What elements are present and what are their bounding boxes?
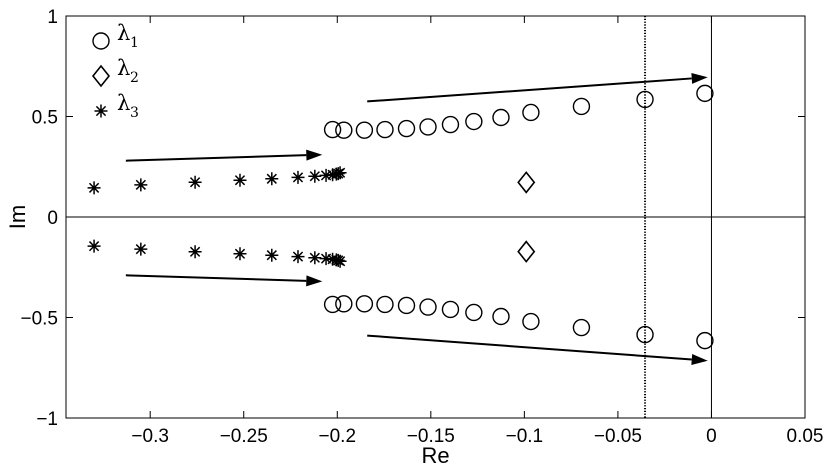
diamond-point	[517, 240, 536, 263]
x-tick-label: −0.05	[594, 426, 642, 447]
legend-symbol: λ	[117, 21, 130, 45]
legend-marker-diamond	[91, 64, 111, 88]
y-axis-label: Im	[5, 205, 30, 229]
circle-point	[335, 295, 353, 313]
x-tick-label: −0.1	[506, 426, 544, 447]
asterisk-point	[188, 245, 202, 259]
legend-subscript: 2	[130, 70, 139, 86]
x-tick-label: −0.25	[220, 426, 268, 447]
circle-point	[522, 312, 540, 331]
circle-point	[397, 296, 416, 315]
y-tick-label: 1	[47, 7, 58, 28]
circle-point	[492, 307, 510, 326]
trajectory-arrows	[125, 72, 708, 366]
circle-point	[323, 120, 342, 139]
axis-ticks: −0.3 −0.25 −0.2 −0.15 −0.1 −0.05 0 0.05 −1 −0.5 0 0…	[20, 7, 823, 447]
x-tick-label: −0.15	[407, 426, 455, 447]
arrow-shaft	[125, 154, 307, 162]
y-tick-label: 0.5	[32, 108, 58, 129]
asterisk-point	[308, 251, 322, 265]
asterisk-point	[319, 252, 333, 266]
asterisk-point	[87, 181, 101, 195]
arrow-head	[691, 354, 708, 366]
x-tick-label: −0.2	[319, 426, 357, 447]
circle-point	[441, 115, 460, 134]
diamond-point	[517, 171, 536, 194]
asterisk-point	[331, 167, 345, 181]
circle-point	[397, 119, 416, 138]
asterisk-point	[265, 248, 279, 262]
legend-subscript: 1	[130, 35, 139, 51]
asterisk-point	[87, 239, 101, 253]
x-tick-label: −0.3	[131, 426, 169, 447]
circle-point	[636, 325, 654, 344]
asterisk-point	[319, 168, 333, 182]
asterisk-point	[333, 166, 347, 180]
asterisk-point	[265, 172, 279, 186]
circle-point	[636, 90, 654, 109]
reference-lines	[66, 16, 805, 418]
circle-point	[522, 103, 540, 122]
asterisk-point	[291, 250, 305, 264]
legend-symbol: λ	[117, 56, 130, 80]
y-tick-label: −1	[36, 409, 58, 430]
data-markers	[87, 84, 714, 350]
arrow-head	[306, 275, 323, 287]
arrow-head	[691, 72, 708, 84]
circle-point	[572, 318, 591, 337]
y-tick-label: −0.5	[20, 309, 58, 330]
asterisk-point	[188, 175, 202, 189]
y-tick-label: 0	[47, 208, 58, 229]
circle-point	[492, 108, 510, 127]
asterisk-point	[134, 178, 148, 192]
circle-point	[441, 300, 460, 319]
series-circle	[323, 84, 714, 350]
asterisk-point	[291, 170, 305, 184]
circle-point	[376, 120, 394, 139]
circle-point	[355, 295, 374, 313]
arrow-head	[306, 149, 323, 161]
legend: λ 1λ 2λ 3	[91, 21, 139, 121]
asterisk-point	[331, 253, 345, 267]
asterisk-point	[333, 254, 347, 268]
asterisk-point	[134, 242, 148, 256]
arrow-shaft	[367, 334, 692, 361]
series-diamond	[517, 171, 536, 263]
x-tick-label: 0.05	[787, 426, 824, 447]
circle-point	[465, 112, 483, 131]
legend-subscript: 3	[130, 105, 139, 121]
circle-point	[323, 295, 342, 314]
legend-symbol: λ	[117, 91, 130, 115]
circle-point	[696, 331, 714, 350]
x-axis-label: Re	[421, 443, 449, 468]
legend-marker-asterisk	[94, 104, 108, 118]
circle-point	[419, 298, 437, 316]
x-tick-label: 0	[706, 426, 717, 447]
legend-marker-circle	[92, 32, 110, 50]
circle-point	[465, 303, 483, 322]
asterisk-point	[308, 169, 322, 183]
series-asterisk	[87, 166, 347, 268]
circle-point	[419, 118, 437, 136]
asterisk-point	[233, 173, 247, 187]
arrow-shaft	[125, 274, 307, 282]
asterisk-point	[233, 247, 247, 261]
circle-point	[572, 97, 591, 116]
arrow-shaft	[367, 77, 692, 103]
circle-point	[696, 84, 714, 103]
circle-point	[376, 295, 394, 314]
circle-point	[335, 121, 353, 139]
circle-point	[355, 121, 374, 139]
